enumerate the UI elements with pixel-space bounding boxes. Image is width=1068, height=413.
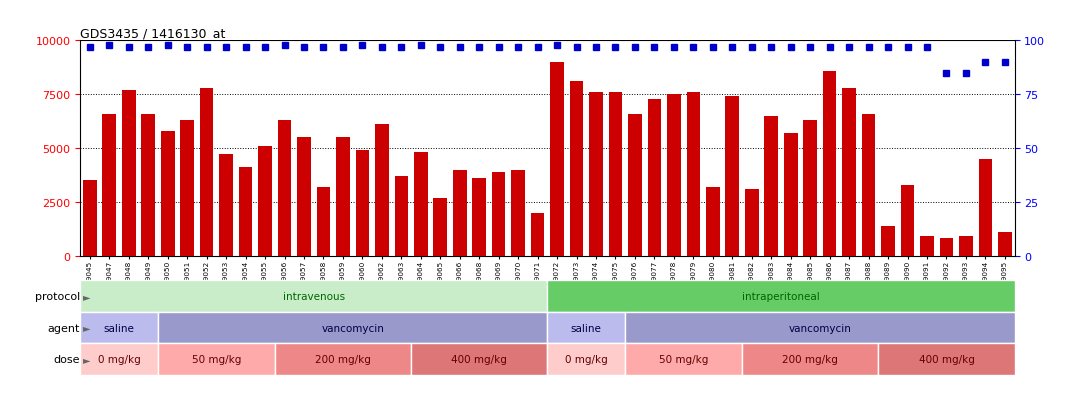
Text: protocol: protocol [35, 291, 80, 301]
Bar [628, 114, 642, 256]
Bar [609, 93, 623, 256]
Text: ►: ► [82, 354, 90, 365]
Bar [881, 226, 895, 256]
Bar [878, 344, 1015, 375]
Bar [940, 239, 954, 256]
Text: vancomycin: vancomycin [321, 323, 384, 333]
Bar [278, 121, 292, 256]
Text: intravenous: intravenous [283, 291, 345, 301]
Text: GDS3435 / 1416130_at: GDS3435 / 1416130_at [80, 27, 225, 40]
Bar [803, 121, 817, 256]
Bar [80, 344, 158, 375]
Bar [161, 131, 174, 256]
Bar [512, 170, 525, 256]
Bar [668, 95, 680, 256]
Bar [200, 88, 214, 256]
Bar [472, 179, 486, 256]
Bar [80, 312, 158, 344]
Bar [647, 99, 661, 256]
Bar [765, 116, 779, 256]
Bar [900, 185, 914, 256]
Text: ►: ► [82, 323, 90, 333]
Bar [547, 312, 625, 344]
Text: saline: saline [104, 323, 135, 333]
Text: dose: dose [53, 354, 80, 365]
Bar [453, 170, 467, 256]
Bar [625, 312, 1015, 344]
Text: 400 mg/kg: 400 mg/kg [452, 354, 507, 365]
Bar [978, 159, 992, 256]
Bar [158, 312, 547, 344]
Bar [316, 188, 330, 256]
Text: agent: agent [48, 323, 80, 333]
Bar [547, 344, 625, 375]
Text: ►: ► [82, 291, 90, 301]
Bar [843, 88, 855, 256]
Bar [921, 237, 933, 256]
Bar [141, 114, 155, 256]
Bar [550, 63, 564, 256]
Bar [959, 237, 973, 256]
Bar [999, 233, 1011, 256]
Bar [784, 134, 798, 256]
Bar [414, 153, 427, 256]
Bar [492, 172, 505, 256]
Bar [411, 344, 547, 375]
Text: 200 mg/kg: 200 mg/kg [315, 354, 371, 365]
Text: 0 mg/kg: 0 mg/kg [565, 354, 608, 365]
Bar [434, 198, 447, 256]
Bar [547, 280, 1015, 312]
Bar [80, 280, 547, 312]
Bar [356, 151, 370, 256]
Bar [180, 121, 194, 256]
Text: 400 mg/kg: 400 mg/kg [918, 354, 974, 365]
Text: 0 mg/kg: 0 mg/kg [97, 354, 140, 365]
Bar [531, 213, 545, 256]
Text: intraperitoneal: intraperitoneal [742, 291, 820, 301]
Bar [590, 93, 602, 256]
Bar [158, 344, 274, 375]
Bar [625, 344, 742, 375]
Bar [862, 114, 876, 256]
Bar [219, 155, 233, 256]
Text: 50 mg/kg: 50 mg/kg [659, 354, 708, 365]
Bar [239, 168, 252, 256]
Bar [569, 82, 583, 256]
Text: 50 mg/kg: 50 mg/kg [191, 354, 241, 365]
Text: 200 mg/kg: 200 mg/kg [782, 354, 838, 365]
Bar [122, 91, 136, 256]
Bar [687, 93, 701, 256]
Bar [725, 97, 739, 256]
Bar [706, 188, 720, 256]
Bar [394, 177, 408, 256]
Bar [375, 125, 389, 256]
Bar [103, 114, 116, 256]
Bar [745, 190, 758, 256]
Bar [83, 181, 96, 256]
Text: vancomycin: vancomycin [788, 323, 851, 333]
Text: saline: saline [571, 323, 601, 333]
Bar [822, 71, 836, 256]
Bar [742, 344, 878, 375]
Bar [297, 138, 311, 256]
Bar [274, 344, 411, 375]
Bar [336, 138, 349, 256]
Bar [258, 147, 272, 256]
